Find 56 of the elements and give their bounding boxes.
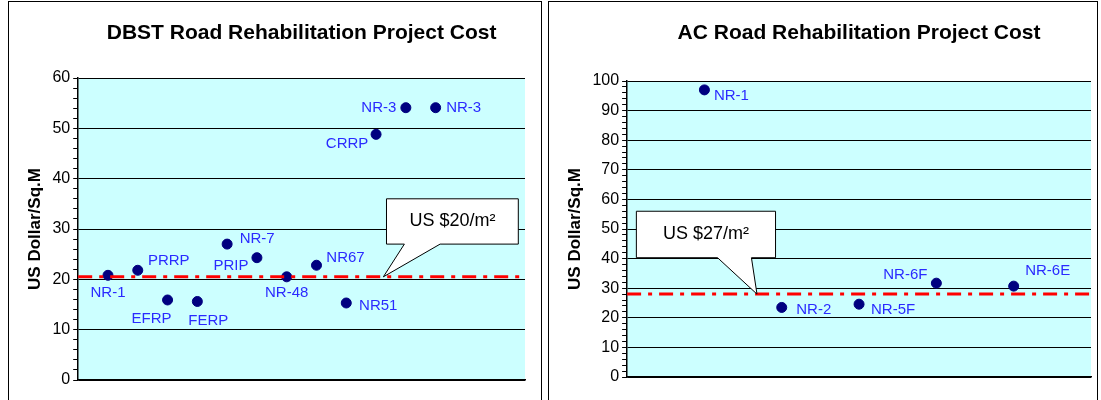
data-label: NR-6E <box>1025 261 1071 279</box>
y-tick-label: 70 <box>601 160 620 178</box>
y-tick-label: 40 <box>52 169 71 187</box>
y-tick-label: 90 <box>601 101 620 119</box>
point <box>930 277 942 289</box>
y-tick-label: 50 <box>52 118 71 136</box>
point <box>191 295 203 307</box>
point <box>430 102 442 114</box>
y-tick-label: 40 <box>601 249 620 267</box>
point <box>370 128 382 140</box>
y-tick-label: 20 <box>52 269 71 287</box>
data-label: NR-5F <box>870 300 916 318</box>
point <box>162 294 174 306</box>
y-tick-label: 100 <box>592 71 620 89</box>
y-tick-label: 0 <box>610 367 620 385</box>
point <box>776 301 788 313</box>
data-label: NR-7 <box>239 229 275 247</box>
data-label: NR-3 <box>446 97 482 115</box>
data-label: PRRP <box>147 251 190 269</box>
point <box>400 102 412 114</box>
y-tick-label: 60 <box>601 189 620 207</box>
data-label: FERP <box>188 310 229 328</box>
point <box>340 297 352 309</box>
y-axis-title: US Dollar/Sq.M <box>564 168 584 290</box>
y-axis-title: US Dollar/Sq.M <box>24 168 44 290</box>
y-tick-label: 10 <box>601 337 620 355</box>
point <box>221 238 233 250</box>
point <box>1008 280 1020 292</box>
chart-title: AC Road Rehabilitation Project Cost <box>676 19 1042 45</box>
data-label: EFRP <box>131 309 172 327</box>
y-tick-label: 30 <box>52 219 71 237</box>
data-label: NR-1 <box>713 86 749 104</box>
y-tick-label: 0 <box>61 370 71 388</box>
y-tick-label: 20 <box>601 308 620 326</box>
point <box>310 259 322 271</box>
point <box>853 298 865 310</box>
ref-line-label: US $27/m² <box>662 223 749 244</box>
y-tick-label: 80 <box>601 130 620 148</box>
data-label: CRRP <box>325 133 369 151</box>
y-tick-label: 30 <box>601 278 620 296</box>
point <box>132 264 144 276</box>
point <box>698 84 710 96</box>
data-label: NR-2 <box>796 299 832 317</box>
y-tick-label: 60 <box>52 68 71 86</box>
data-label: NR-1 <box>90 283 126 301</box>
data-label: NR67 <box>326 248 365 266</box>
data-label: NR51 <box>359 296 398 314</box>
data-label: NR-3 <box>361 97 397 115</box>
chart-title: DBST Road Rehabilitation Project Cost <box>105 19 498 45</box>
point <box>251 252 263 264</box>
y-tick-label: 10 <box>52 320 71 338</box>
data-label: PRIP <box>213 255 249 273</box>
y-tick-label: 50 <box>601 219 620 237</box>
data-label: NR-48 <box>265 282 309 300</box>
data-label: NR-6F <box>883 265 928 283</box>
ref-line-label: US $20/m² <box>409 210 496 231</box>
